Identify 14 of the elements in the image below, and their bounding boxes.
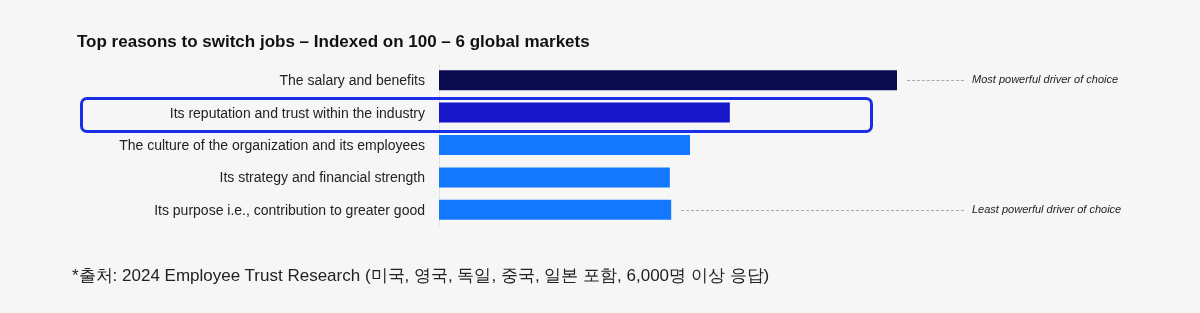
- text: Least powerful driver of choice: [972, 202, 1122, 215]
- bar: [439, 102, 730, 123]
- y-tick-label: Its purpose i.e., contribution to greater good: [154, 201, 425, 218]
- y-tick-label: Its strategy and financial strength: [219, 169, 425, 186]
- text: Most powerful driver of choice: [972, 73, 1119, 86]
- text: *출처: 2024 Employee Trust Research (미국, 영국, 독일, 중국, 일본 포함, 6,000명 이상 응답): [72, 265, 770, 287]
- y-tick-label: The culture of the organization and its employees: [119, 137, 425, 153]
- bar: [439, 135, 690, 155]
- y-tick-label: The salary and benefits: [279, 72, 425, 89]
- y-tick-label: Its reputation and trust within the industry: [169, 104, 425, 121]
- bar: [439, 199, 672, 220]
- bar: [439, 70, 897, 91]
- chart-title: Top reasons to switch jobs – Indexed on 100 – 6 global markets: [77, 32, 590, 51]
- bar: [439, 167, 670, 188]
